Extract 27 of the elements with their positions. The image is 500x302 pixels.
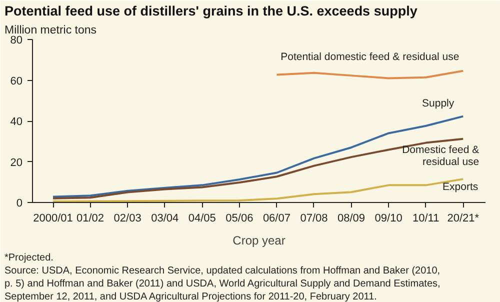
x-axis-title: Crop year bbox=[232, 234, 286, 248]
y-tick-label: 40 bbox=[10, 116, 23, 128]
series-label: Exports bbox=[442, 181, 478, 194]
x-tick-label: 06/07 bbox=[262, 212, 290, 224]
x-tick-label: 04/05 bbox=[188, 212, 216, 224]
line-series bbox=[276, 70, 464, 80]
x-tick-label: 01/02 bbox=[76, 212, 104, 224]
x-tick-label: 03/04 bbox=[151, 212, 179, 224]
series-label: Supply bbox=[422, 97, 455, 110]
x-tick-label: 05/06 bbox=[226, 212, 254, 224]
x-tick-label: 02/03 bbox=[114, 212, 142, 224]
x-tick-label: 2000/01 bbox=[33, 212, 73, 224]
y-axis-title: Million metric tons bbox=[4, 24, 97, 36]
y-tick-label: 0 bbox=[16, 198, 23, 210]
x-tick-label: 07/08 bbox=[300, 212, 328, 224]
series-label: Domestic feed & residual use bbox=[402, 144, 480, 168]
x-tick-label: 08/09 bbox=[338, 212, 366, 224]
y-tick-label: 80 bbox=[10, 34, 23, 46]
x-tick-label: 09/10 bbox=[374, 212, 402, 224]
y-tick-label: 20 bbox=[10, 156, 23, 169]
source-note: Source: USDA, Economic Research Service, updated calculations from Hoffman and Baker (2010, p. 5) and Hoffman and Baker (2011) and USDA, World Agricultural Supply and Demand Estimates, September 12, 2011, and USDA Agricultural Projections for 2011-20, February 2011. bbox=[4, 266, 440, 302]
series-label: Potential domestic feed & residual use bbox=[280, 50, 460, 63]
x-tick-label: 10/11 bbox=[412, 212, 440, 224]
x-tick-label: 20/21* bbox=[447, 212, 480, 224]
text: *Projected. bbox=[4, 252, 54, 264]
chart-title: Potential feed use of distillers' grains in the U.S. exceeds supply bbox=[4, 4, 418, 18]
y-tick-label: 60 bbox=[10, 75, 23, 88]
